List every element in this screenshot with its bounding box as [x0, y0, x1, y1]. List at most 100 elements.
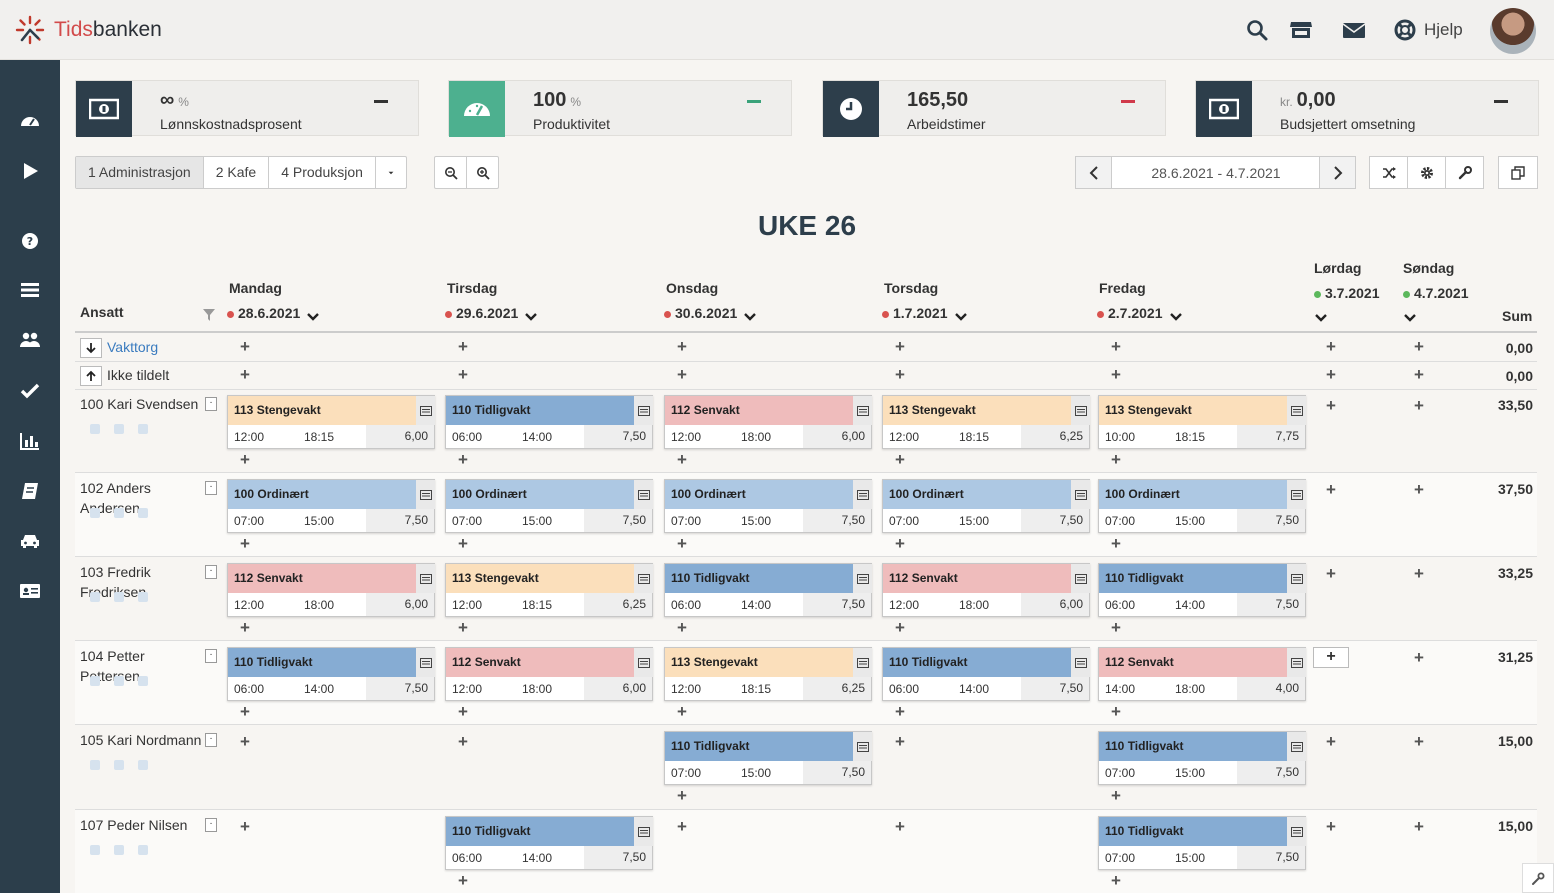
add-shift-button[interactable]: + [458, 871, 468, 890]
add-shift-button[interactable]: + [1326, 365, 1336, 384]
clock-icon[interactable] [138, 845, 148, 855]
corner-tool-button[interactable] [1522, 863, 1554, 893]
shift-card[interactable]: 100 Ordinært 07:00 15:00 7,50 [664, 479, 872, 533]
add-shift-button[interactable]: + [1414, 480, 1424, 499]
employee-name[interactable]: 105 Kari Nordmann [80, 732, 202, 748]
zoom-in-button[interactable] [466, 156, 499, 189]
note-icon[interactable] [1287, 817, 1306, 846]
add-shift-button[interactable]: + [895, 702, 905, 721]
shift-card[interactable]: 113 Stengevakt 12:00 18:15 6,00 [227, 395, 435, 449]
note-icon[interactable] [1071, 648, 1090, 677]
calendar-icon[interactable] [114, 508, 124, 518]
note-icon[interactable] [1287, 732, 1306, 761]
shuffle-button[interactable] [1369, 156, 1408, 189]
chart-icon[interactable] [19, 430, 41, 452]
arrow-up-button[interactable] [80, 366, 102, 386]
shift-card[interactable]: 110 Tidligvakt 06:00 14:00 7,50 [1098, 563, 1306, 617]
tab-produksjon[interactable]: 4 Produksjon [269, 157, 376, 188]
add-shift-button[interactable]: + [458, 534, 468, 553]
chevron-down-icon[interactable] [743, 309, 757, 321]
shift-card[interactable]: 113 Stengevakt 12:00 18:15 6,25 [882, 395, 1090, 449]
vakttorg-link[interactable]: Vakttorg [107, 339, 159, 355]
shift-card[interactable]: 112 Senvakt 12:00 18:00 6,00 [445, 647, 653, 701]
person-icon[interactable] [90, 760, 100, 770]
search-icon[interactable] [1245, 18, 1269, 42]
next-week-button[interactable] [1319, 156, 1356, 189]
add-shift-button[interactable]: + [240, 732, 250, 751]
add-shift-button[interactable]: + [677, 365, 687, 384]
shift-card[interactable]: 113 Stengevakt 10:00 18:15 7,75 [1098, 395, 1306, 449]
employee-name[interactable]: 107 Peder Nilsen [80, 817, 188, 833]
note-icon[interactable] [1071, 480, 1090, 509]
add-shift-button[interactable]: + [1414, 564, 1424, 583]
note-icon[interactable] [634, 817, 653, 846]
add-shift-button[interactable]: + [1111, 534, 1121, 553]
person-icon[interactable] [90, 845, 100, 855]
note-icon[interactable] [1071, 564, 1090, 593]
tools-button[interactable] [1445, 156, 1484, 189]
date-range-input[interactable]: 28.6.2021 - 4.7.2021 [1112, 156, 1320, 189]
day-date[interactable]: 3.7.2021 [1314, 285, 1380, 301]
clock-icon[interactable] [138, 760, 148, 770]
add-shift-button[interactable]: + [458, 618, 468, 637]
day-date[interactable]: 30.6.2021 [664, 305, 757, 321]
add-shift-button[interactable]: + [1326, 817, 1336, 836]
shift-card[interactable]: 100 Ordinært 07:00 15:00 7,50 [445, 479, 653, 533]
add-shift-button[interactable]: + [240, 337, 250, 356]
add-shift-button[interactable]: + [677, 450, 687, 469]
add-shift-button[interactable]: + [1414, 648, 1424, 667]
note-icon[interactable] [1287, 564, 1306, 593]
calendar-icon[interactable] [114, 424, 124, 434]
add-shift-button[interactable]: + [1414, 337, 1424, 356]
shift-card[interactable]: 110 Tidligvakt 06:00 14:00 7,50 [445, 816, 653, 870]
note-icon[interactable] [416, 564, 435, 593]
add-shift-button[interactable]: + [1326, 564, 1336, 583]
day-date[interactable]: 4.7.2021 [1403, 285, 1469, 301]
mail-icon[interactable] [1342, 18, 1366, 42]
book-icon[interactable] [19, 480, 41, 502]
help-icon[interactable]: ? [19, 230, 41, 252]
shift-card[interactable]: 112 Senvakt 12:00 18:00 6,00 [227, 563, 435, 617]
shift-card[interactable]: 100 Ordinært 07:00 15:00 7,50 [882, 479, 1090, 533]
employee-menu-button[interactable]: · [205, 397, 217, 411]
note-icon[interactable] [634, 480, 653, 509]
note-icon[interactable] [416, 648, 435, 677]
clock-icon[interactable] [138, 592, 148, 602]
add-shift-button[interactable]: + [240, 817, 250, 836]
add-shift-button[interactable]: + [458, 337, 468, 356]
add-shift-button[interactable]: + [895, 817, 905, 836]
note-icon[interactable] [1287, 648, 1306, 677]
shift-card[interactable]: 112 Senvakt 12:00 18:00 6,00 [664, 395, 872, 449]
shift-card[interactable]: 112 Senvakt 12:00 18:00 6,00 [882, 563, 1090, 617]
day-date[interactable]: 28.6.2021 [227, 305, 320, 321]
tab-kafe[interactable]: 2 Kafe [204, 157, 270, 188]
add-shift-button[interactable]: + [240, 618, 250, 637]
calendar-icon[interactable] [114, 845, 124, 855]
chevron-down-icon[interactable] [306, 309, 320, 321]
add-shift-button[interactable]: + [1326, 396, 1336, 415]
dashboard-icon[interactable] [19, 110, 41, 132]
add-shift-button[interactable]: + [895, 337, 905, 356]
day-date[interactable]: 2.7.2021 [1097, 305, 1183, 321]
note-icon[interactable] [634, 564, 653, 593]
add-shift-button[interactable]: + [240, 534, 250, 553]
settings-button[interactable] [1407, 156, 1446, 189]
clock-icon[interactable] [138, 508, 148, 518]
chevron-down-icon[interactable] [954, 309, 968, 321]
shift-card[interactable]: 112 Senvakt 14:00 18:00 4,00 [1098, 647, 1306, 701]
add-shift-button[interactable]: + [1111, 871, 1121, 890]
add-shift-button[interactable]: + [1414, 396, 1424, 415]
store-icon[interactable] [1289, 18, 1313, 42]
add-shift-button[interactable]: + [458, 365, 468, 384]
add-shift-button[interactable]: + [1414, 732, 1424, 751]
add-shift-button[interactable]: + [1414, 365, 1424, 384]
add-shift-button[interactable]: + [1111, 618, 1121, 637]
note-icon[interactable] [853, 732, 872, 761]
note-icon[interactable] [853, 396, 872, 425]
play-icon[interactable] [19, 160, 41, 182]
note-icon[interactable] [634, 396, 653, 425]
logo[interactable]: Tidsbanken [14, 14, 162, 46]
add-shift-button[interactable]: + [1414, 817, 1424, 836]
avatar[interactable] [1490, 8, 1536, 54]
add-shift-button[interactable]: + [895, 732, 905, 751]
